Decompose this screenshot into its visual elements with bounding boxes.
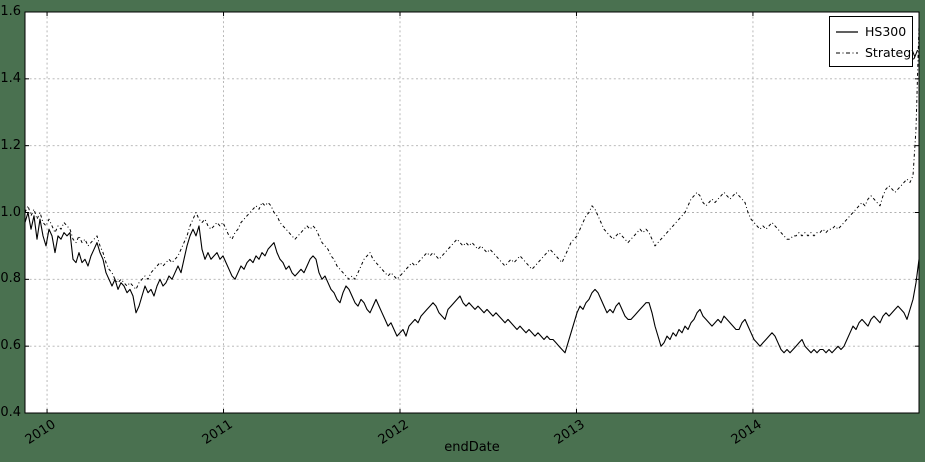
y-tick-label: 1.2 bbox=[0, 137, 21, 153]
y-tick-label: 1.4 bbox=[0, 70, 21, 86]
y-tick-label: 1.0 bbox=[0, 204, 21, 220]
dashdot-line-sample-icon bbox=[836, 52, 858, 53]
series-line-strategy bbox=[24, 25, 920, 290]
series-line-hs300 bbox=[24, 211, 920, 354]
legend-item-strategy: Strategy bbox=[835, 42, 919, 63]
y-tick-label: 0.8 bbox=[0, 271, 21, 287]
x-axis-title: endDate bbox=[444, 440, 500, 455]
legend: HS300 Strategy bbox=[829, 16, 919, 67]
y-tick-label: 0.6 bbox=[0, 338, 21, 354]
legend-label-strategy: Strategy bbox=[865, 45, 919, 60]
y-tick-label: 1.6 bbox=[0, 4, 21, 19]
legend-item-hs300: HS300 bbox=[835, 21, 912, 42]
legend-label-hs300: HS300 bbox=[865, 24, 907, 39]
solid-line-sample-icon bbox=[836, 30, 858, 33]
y-tick-label: 0.4 bbox=[0, 405, 21, 420]
